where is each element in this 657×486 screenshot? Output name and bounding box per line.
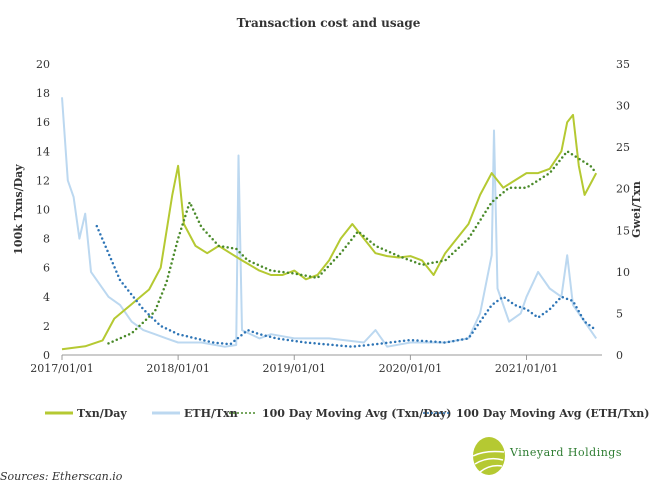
y2-tick-label: 20 bbox=[616, 183, 630, 196]
y2-tick-label: 35 bbox=[616, 58, 630, 71]
y-tick-label: 6 bbox=[43, 262, 50, 275]
y-tick-label: 12 bbox=[36, 174, 50, 187]
y-tick-label: 2 bbox=[43, 320, 50, 333]
y-tick-label: 14 bbox=[36, 145, 50, 158]
series-line-1 bbox=[61, 97, 598, 348]
vineyard-logo-icon bbox=[472, 437, 505, 475]
series-line-0 bbox=[61, 113, 598, 351]
y-axis-label: 100k Txns/Day bbox=[12, 164, 25, 255]
legend-label: Txn/Day bbox=[77, 407, 127, 420]
source-note: Sources: Etherscan.io bbox=[0, 470, 123, 483]
y2-axis-label: Gwei/Txn bbox=[630, 181, 643, 238]
y-tick-label: 20 bbox=[36, 58, 50, 71]
y2-tick-label: 5 bbox=[616, 307, 623, 320]
x-tick-label: 2021/01/01 bbox=[495, 362, 558, 375]
y2-tick-label: 10 bbox=[616, 266, 630, 279]
x-tick-label: 2017/01/01 bbox=[30, 362, 93, 375]
y2-tick-label: 0 bbox=[616, 349, 623, 362]
y-tick-label: 0 bbox=[43, 349, 50, 362]
y-tick-label: 18 bbox=[36, 87, 50, 100]
x-tick-label: 2018/01/01 bbox=[146, 362, 209, 375]
x-tick-label: 2019/01/01 bbox=[263, 362, 326, 375]
legend-label: 100 Day Moving Avg (ETH/Txn) bbox=[456, 407, 649, 420]
y-tick-label: 10 bbox=[36, 204, 50, 217]
y-tick-label: 8 bbox=[43, 233, 50, 246]
y-tick-label: 4 bbox=[43, 291, 50, 304]
series-line-3 bbox=[95, 224, 598, 348]
brand-name: Vineyard Holdings bbox=[510, 446, 622, 459]
series-line-2 bbox=[107, 150, 598, 345]
y-tick-label: 16 bbox=[36, 116, 50, 129]
chart-title: Transaction cost and usage bbox=[236, 16, 421, 30]
y2-tick-label: 25 bbox=[616, 141, 630, 154]
legend-label: 100 Day Moving Avg (Txn/Day) bbox=[262, 407, 452, 420]
legend-label: ETH/Txn bbox=[184, 407, 238, 420]
y2-tick-label: 15 bbox=[616, 224, 630, 237]
x-tick-label: 2020/01/01 bbox=[379, 362, 442, 375]
y2-tick-label: 30 bbox=[616, 100, 630, 113]
